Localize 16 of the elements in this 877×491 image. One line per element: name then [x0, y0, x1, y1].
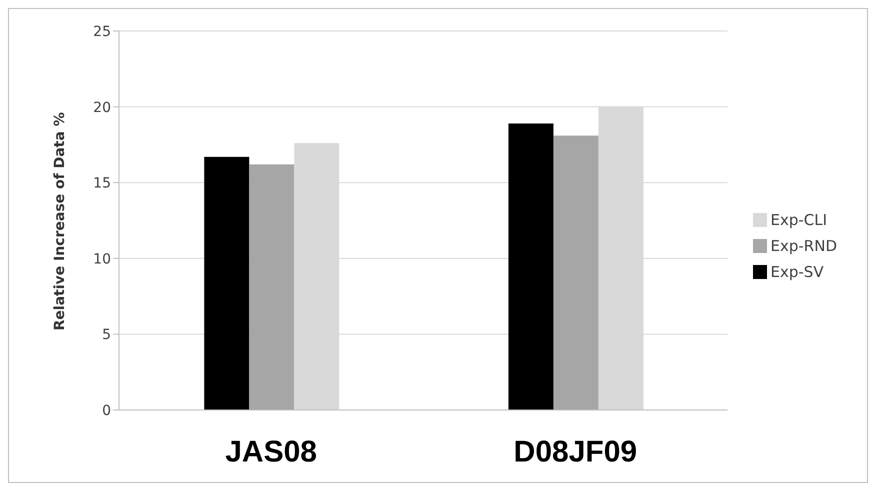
y-tick-label: 5 [102, 327, 111, 344]
legend-label: Exp-SV [770, 262, 824, 280]
y-tick-label: 25 [93, 24, 111, 40]
legend-label: Exp-RND [770, 236, 837, 254]
bar [553, 136, 598, 410]
y-tick-label: 15 [93, 176, 111, 192]
x-tick-label: JAS08 [225, 435, 317, 468]
bar [249, 164, 294, 410]
y-tick-label: 20 [93, 100, 111, 116]
y-tick-label: 10 [93, 251, 111, 268]
bar [204, 156, 250, 410]
x-tick-label: D08JF09 [514, 435, 638, 468]
y-axis-title: Relative Increase of Data % [52, 112, 68, 330]
legend-label: Exp-CLI [770, 210, 828, 228]
bar [508, 123, 554, 410]
y-tick-label: 0 [102, 402, 111, 419]
